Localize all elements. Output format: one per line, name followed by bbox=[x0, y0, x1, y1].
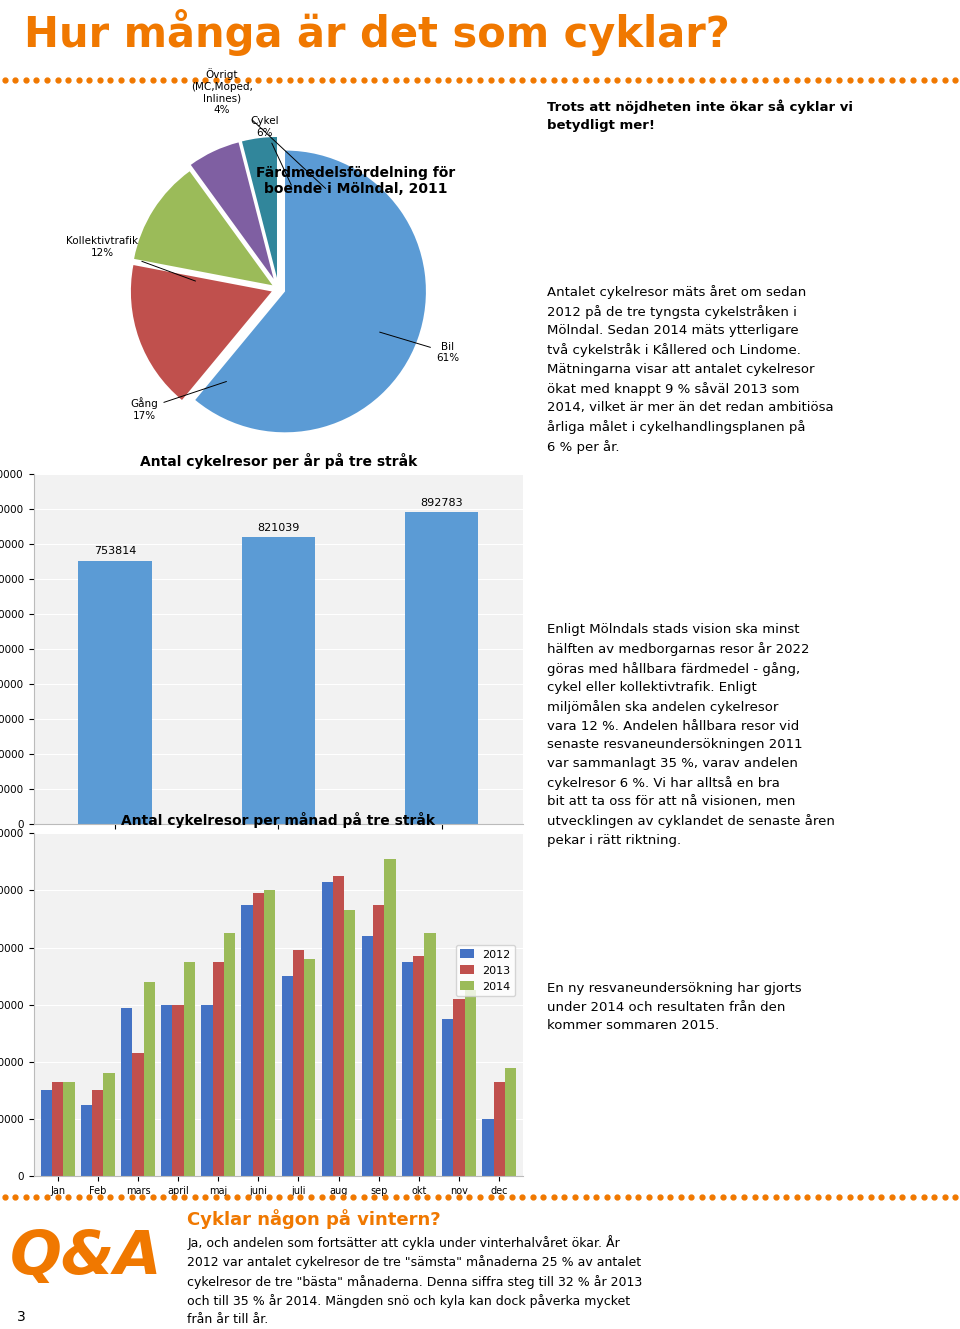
Wedge shape bbox=[134, 171, 273, 286]
Text: 821039: 821039 bbox=[257, 522, 300, 533]
Bar bbox=[252, 893, 264, 1176]
Text: Bil
61%: Bil 61% bbox=[379, 332, 459, 363]
Bar bbox=[505, 1067, 516, 1176]
Bar bbox=[242, 537, 315, 824]
Text: Övrigt
(MC,Moped,
Inlines)
4%: Övrigt (MC,Moped, Inlines) 4% bbox=[191, 69, 325, 189]
Bar bbox=[224, 933, 235, 1176]
Bar bbox=[81, 1104, 92, 1176]
Wedge shape bbox=[242, 137, 277, 278]
Bar bbox=[264, 890, 276, 1176]
Text: En ny resvaneundersökning har gjorts
under 2014 och resultaten från den
kommer s: En ny resvaneundersökning har gjorts und… bbox=[547, 982, 802, 1033]
Bar bbox=[92, 1090, 104, 1176]
Text: 892783: 892783 bbox=[420, 498, 463, 508]
Bar bbox=[322, 882, 333, 1176]
Bar bbox=[333, 876, 345, 1176]
Bar bbox=[482, 1119, 493, 1176]
Bar bbox=[453, 999, 465, 1176]
Bar bbox=[161, 1005, 173, 1176]
Bar bbox=[362, 936, 373, 1176]
Bar bbox=[304, 960, 315, 1176]
Bar bbox=[144, 982, 155, 1176]
Text: Ja, och andelen som fortsätter att cykla under vinterhalvåret ökar. År
2012 var : Ja, och andelen som fortsätter att cykla… bbox=[187, 1235, 642, 1326]
Text: Gång
17%: Gång 17% bbox=[131, 381, 227, 420]
Bar bbox=[293, 950, 304, 1176]
Bar bbox=[63, 1082, 75, 1176]
Bar bbox=[405, 512, 478, 824]
Text: Cykel
6%: Cykel 6% bbox=[250, 116, 291, 185]
Bar bbox=[465, 990, 476, 1176]
Bar bbox=[173, 1005, 183, 1176]
Bar bbox=[373, 905, 384, 1176]
Wedge shape bbox=[191, 142, 274, 279]
Bar bbox=[183, 962, 195, 1176]
Bar bbox=[424, 933, 436, 1176]
Bar bbox=[242, 905, 252, 1176]
Bar bbox=[345, 910, 355, 1176]
Bar bbox=[212, 962, 224, 1176]
Text: Q&A: Q&A bbox=[11, 1228, 162, 1286]
Text: 753814: 753814 bbox=[94, 546, 136, 557]
Text: Färdmedelsfördelning för
boende i Mölndal, 2011: Färdmedelsfördelning för boende i Mölnda… bbox=[256, 166, 455, 195]
Bar bbox=[79, 561, 152, 824]
Text: Antalet cykelresor mäts året om sedan
2012 på de tre tyngsta cykelstråken i
Möln: Antalet cykelresor mäts året om sedan 20… bbox=[547, 284, 834, 455]
Bar bbox=[202, 1005, 212, 1176]
Bar bbox=[121, 1007, 132, 1176]
Text: Trots att nöjdheten inte ökar så cyklar vi
betydligt mer!: Trots att nöjdheten inte ökar så cyklar … bbox=[547, 100, 853, 132]
Wedge shape bbox=[195, 150, 426, 432]
Text: Hur många är det som cyklar?: Hur många är det som cyklar? bbox=[24, 9, 730, 56]
Text: 3: 3 bbox=[17, 1310, 26, 1324]
Bar bbox=[413, 956, 424, 1176]
Bar bbox=[41, 1090, 52, 1176]
Text: Cyklar någon på vintern?: Cyklar någon på vintern? bbox=[187, 1209, 441, 1229]
Legend: 2012, 2013, 2014: 2012, 2013, 2014 bbox=[456, 945, 516, 997]
Text: Kollektivtrafik
12%: Kollektivtrafik 12% bbox=[66, 237, 196, 280]
Bar bbox=[402, 962, 413, 1176]
Bar bbox=[132, 1054, 144, 1176]
Title: Antal cykelresor per år på tre stråk: Antal cykelresor per år på tre stråk bbox=[140, 453, 417, 469]
Title: Antal cykelresor per månad på tre stråk: Antal cykelresor per månad på tre stråk bbox=[121, 812, 436, 828]
Wedge shape bbox=[131, 264, 272, 400]
Bar bbox=[104, 1074, 114, 1176]
Bar bbox=[493, 1082, 505, 1176]
Bar bbox=[281, 975, 293, 1176]
Bar bbox=[443, 1019, 453, 1176]
Text: Enligt Mölndals stads vision ska minst
hälften av medborgarnas resor år 2022
gör: Enligt Mölndals stads vision ska minst h… bbox=[547, 623, 835, 847]
Bar bbox=[384, 859, 396, 1176]
Bar bbox=[52, 1082, 63, 1176]
